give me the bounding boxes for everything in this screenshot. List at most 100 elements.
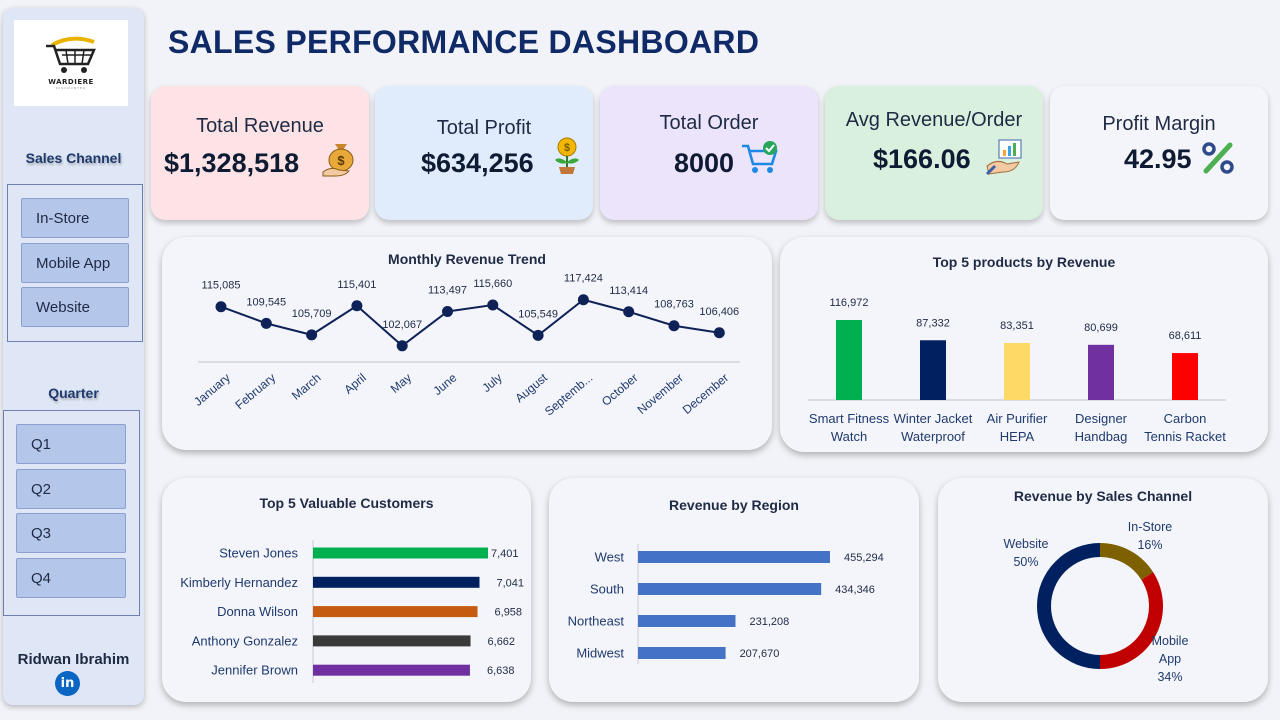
- slicer-item-website[interactable]: Website: [21, 287, 129, 327]
- x-tick-label: Handbag: [1075, 429, 1128, 444]
- chart-title: Top 5 Valuable Customers: [259, 495, 434, 511]
- slicer-item-mobile-app[interactable]: Mobile App: [21, 243, 129, 283]
- x-tick-label: July: [479, 371, 504, 395]
- data-label: 115,401: [337, 279, 376, 291]
- sales-channel-heading: Sales Channel: [25, 150, 122, 166]
- data-label: 7,041: [496, 577, 524, 589]
- y-tick-label: Northeast: [568, 614, 625, 629]
- slicer-item-q3[interactable]: Q3: [16, 513, 126, 553]
- chart-title: Revenue by Sales Channel: [1013, 488, 1193, 504]
- y-tick-label: Midwest: [576, 646, 624, 661]
- data-point: [351, 300, 363, 312]
- bar: [1172, 353, 1198, 400]
- bar: [836, 320, 862, 400]
- bar: [313, 606, 478, 618]
- slicer-item-in-store[interactable]: In-Store: [21, 198, 129, 238]
- data-label: 108,763: [654, 299, 694, 311]
- kpi-label: Profit Margin: [1102, 113, 1216, 135]
- page-title: SALES PERFORMANCE DASHBOARD: [168, 24, 760, 60]
- data-label: 6,662: [488, 636, 516, 648]
- data-point: [215, 301, 227, 313]
- data-point: [623, 306, 635, 318]
- bar: [1088, 344, 1114, 400]
- bar: [638, 551, 830, 563]
- logo-text: WARDIERE: [48, 78, 94, 86]
- data-label: 105,709: [292, 308, 332, 320]
- company-logo: WARDIERE DISCOUNTER: [14, 20, 128, 106]
- bar: [920, 340, 946, 400]
- kpi-total-profit: Total Profit $634,256 $: [375, 86, 593, 220]
- top-customers-card: Top 5 Valuable Customers Steven Jones 7,4…: [162, 478, 531, 702]
- bar: [638, 647, 726, 659]
- revenue-by-channel-donut-chart: In-Store 16% Mobile App 34% Website 50%: [1004, 520, 1189, 684]
- data-label: 106,406: [699, 306, 739, 318]
- kpi-total-order: Total Order 8000: [600, 86, 818, 220]
- bar: [313, 664, 470, 676]
- kpi-label: Total Profit: [436, 117, 532, 139]
- money-bag-icon: $: [322, 144, 354, 177]
- bar: [313, 635, 471, 647]
- kpi-value: $1,328,518: [164, 148, 300, 178]
- chart-title: Top 5 products by Revenue: [932, 254, 1116, 270]
- cart-logo-icon: [46, 36, 96, 73]
- slice-label: Website: [1004, 537, 1049, 551]
- y-tick-label: Kimberly Hernandez: [180, 575, 298, 590]
- monthly-revenue-line-chart: 115,085 January 109,545 February 105,709 Marc…: [191, 273, 740, 419]
- x-tick-label: August: [512, 370, 550, 405]
- x-tick-label: May: [388, 371, 414, 396]
- shopping-cart-icon: [742, 141, 778, 173]
- kpi-profit-margin: Profit Margin 42.95: [1050, 86, 1268, 220]
- data-label: 6,638: [487, 665, 515, 677]
- slicer-item-q1[interactable]: Q1: [16, 424, 126, 464]
- data-label: 102,067: [382, 319, 422, 331]
- x-tick-label: December: [680, 371, 731, 417]
- y-tick-label: Donna Wilson: [217, 604, 298, 619]
- money-plant-icon: $: [555, 137, 579, 174]
- x-tick-label: Watch: [831, 429, 867, 444]
- data-label: 68,611: [1169, 330, 1202, 342]
- y-tick-label: Jennifer Brown: [211, 663, 298, 678]
- data-label: 455,294: [844, 552, 884, 564]
- slicer-item-q4[interactable]: Q4: [16, 558, 126, 598]
- slice-percent: 16%: [1137, 538, 1162, 552]
- x-tick-label: January: [191, 371, 233, 409]
- data-label: 117,424: [564, 273, 603, 285]
- data-point: [396, 340, 408, 352]
- series-line: [220, 298, 720, 348]
- linkedin-icon[interactable]: in: [55, 671, 80, 696]
- data-point: [532, 329, 544, 341]
- pie-slice: [1037, 543, 1101, 669]
- kpi-value: 42.95: [1124, 144, 1192, 174]
- bar: [313, 576, 480, 588]
- revenue-by-region-bar-chart: West 455,294 South 434,346 Northeast 231,208 M…: [568, 544, 884, 664]
- data-point: [260, 317, 272, 329]
- data-label: 109,545: [246, 296, 286, 308]
- x-tick-label: HEPA: [1000, 429, 1035, 444]
- y-tick-label: South: [590, 582, 624, 597]
- revenue-by-channel-card: Revenue by Sales Channel In-Store 16% Mobi…: [938, 478, 1268, 702]
- data-label: 115,085: [202, 280, 241, 292]
- top-products-card: Top 5 products by Revenue 116,972 Smart F…: [780, 237, 1268, 452]
- x-tick-label: Designer: [1075, 411, 1128, 426]
- revenue-by-region-card: Revenue by Region West 455,294 South 434,34…: [549, 478, 919, 702]
- kpi-label: Total Revenue: [196, 115, 324, 137]
- x-tick-label: February: [232, 371, 278, 413]
- data-label: 231,208: [750, 616, 790, 628]
- x-tick-label: Air Purifier: [987, 411, 1048, 426]
- x-tick-label: April: [341, 371, 368, 397]
- top-customers-bar-chart: Steven Jones 7,401 Kimberly Hernandez 7,041…: [180, 540, 524, 683]
- kpi-value: 8000: [674, 148, 735, 178]
- x-tick-label: Smart Fitness: [809, 411, 890, 426]
- slice-label: Mobile: [1152, 634, 1189, 648]
- y-tick-label: Anthony Gonzalez: [192, 633, 298, 648]
- x-tick-label: Tennis Racket: [1144, 429, 1226, 444]
- data-label: 7,401: [491, 548, 519, 560]
- kpi-label: Avg Revenue/Order: [845, 109, 1023, 131]
- x-tick-label: June: [430, 370, 459, 398]
- data-point: [442, 306, 453, 318]
- data-point: [306, 329, 318, 341]
- svg-text:$: $: [337, 153, 345, 168]
- author-name: Ridwan Ibrahim: [17, 651, 130, 668]
- pie-slice: [1099, 572, 1163, 669]
- slicer-item-q2[interactable]: Q2: [16, 469, 126, 509]
